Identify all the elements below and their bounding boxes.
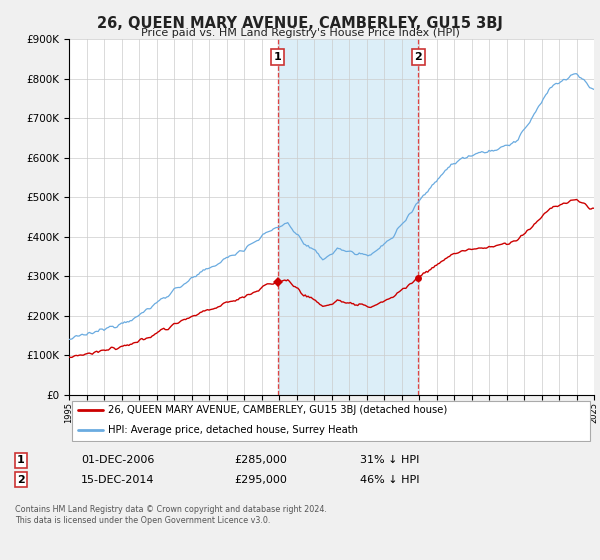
Text: £285,000: £285,000	[234, 455, 287, 465]
Text: 2: 2	[415, 52, 422, 62]
Text: 46% ↓ HPI: 46% ↓ HPI	[360, 475, 419, 485]
Text: 26, QUEEN MARY AVENUE, CAMBERLEY, GU15 3BJ (detached house): 26, QUEEN MARY AVENUE, CAMBERLEY, GU15 3…	[109, 405, 448, 415]
Bar	[278, 39, 418, 395]
Text: Contains HM Land Registry data © Crown copyright and database right 2024.
This d: Contains HM Land Registry data © Crown c…	[15, 505, 327, 525]
Text: HPI: Average price, detached house, Surrey Heath: HPI: Average price, detached house, Surr…	[109, 426, 358, 435]
Text: 31% ↓ HPI: 31% ↓ HPI	[360, 455, 419, 465]
Text: 1: 1	[274, 52, 281, 62]
Text: 15-DEC-2014: 15-DEC-2014	[81, 475, 155, 485]
Text: 26, QUEEN MARY AVENUE, CAMBERLEY, GU15 3BJ: 26, QUEEN MARY AVENUE, CAMBERLEY, GU15 3…	[97, 16, 503, 31]
Text: £295,000: £295,000	[234, 475, 287, 485]
Text: 2: 2	[17, 475, 25, 485]
FancyBboxPatch shape	[71, 401, 590, 441]
Text: 01-DEC-2006: 01-DEC-2006	[81, 455, 154, 465]
Text: Price paid vs. HM Land Registry's House Price Index (HPI): Price paid vs. HM Land Registry's House …	[140, 28, 460, 38]
Text: 1: 1	[17, 455, 25, 465]
